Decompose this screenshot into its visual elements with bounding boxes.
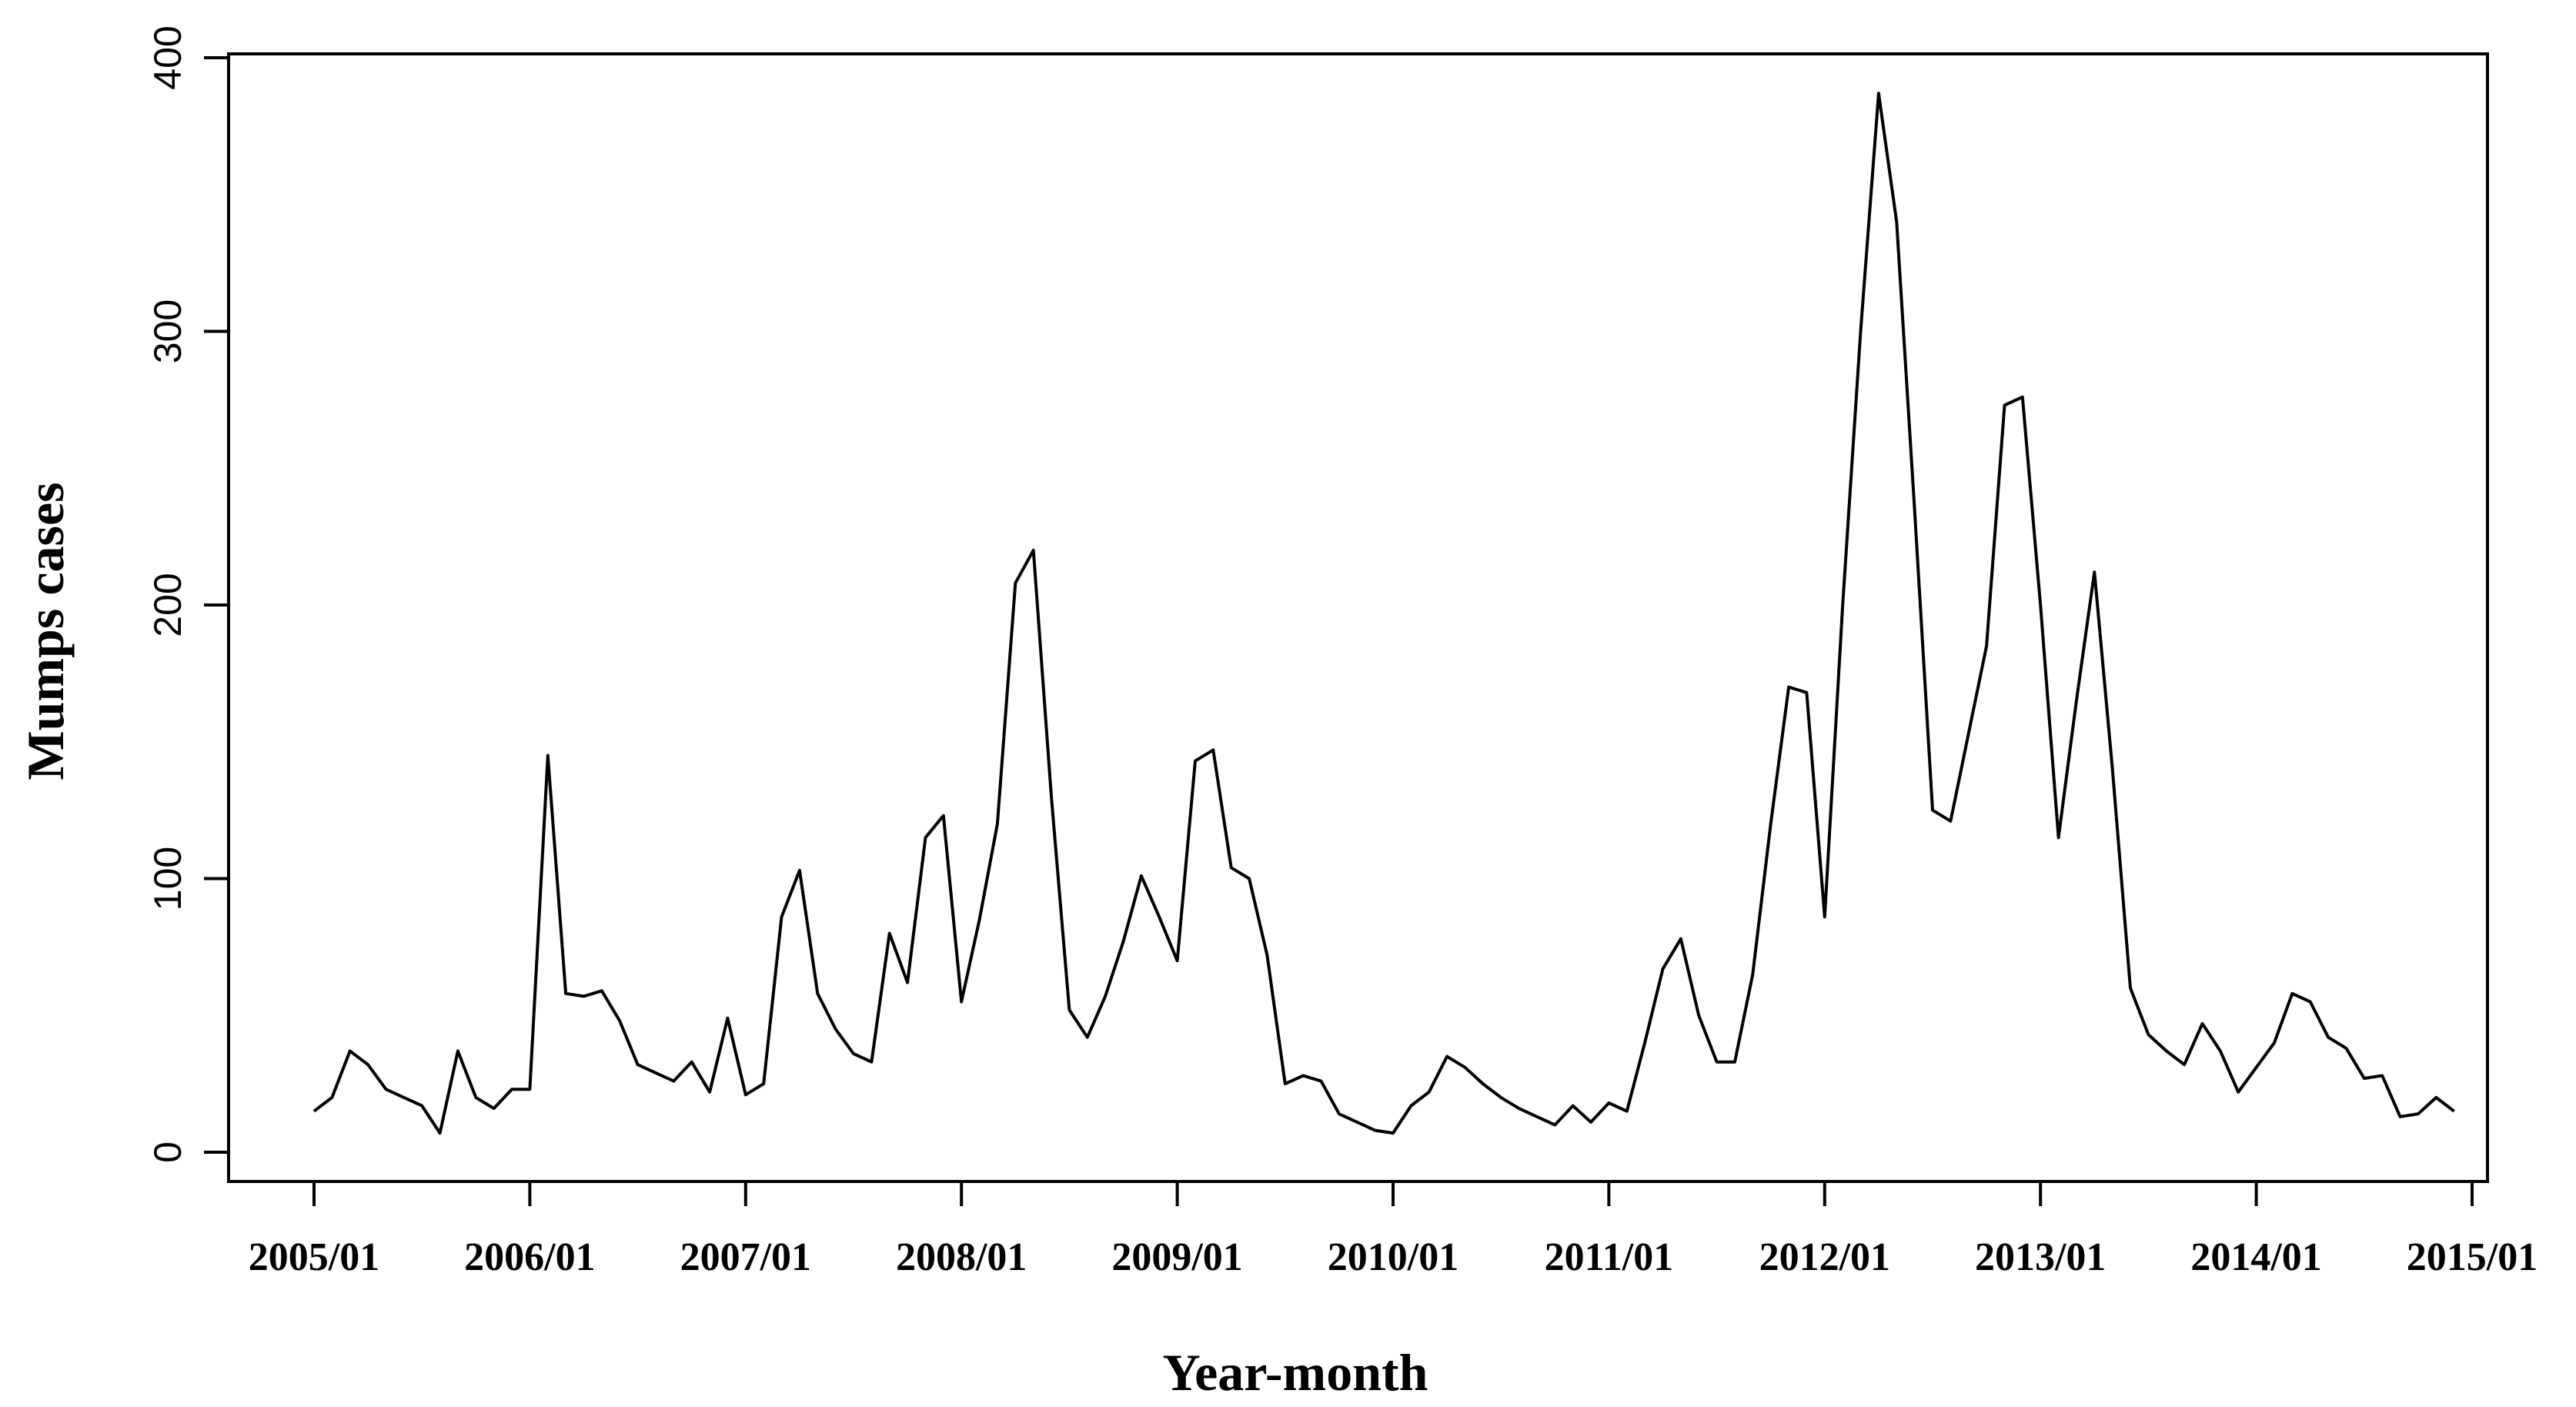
y-tick-label: 200 <box>146 573 189 637</box>
x-tick-label: 2010/01 <box>1328 1235 1458 1279</box>
x-tick-label: 2007/01 <box>680 1235 811 1279</box>
x-tick-label: 2005/01 <box>249 1235 379 1279</box>
x-tick-label: 2012/01 <box>1759 1235 1890 1279</box>
x-tick-label: 2014/01 <box>2190 1235 2321 1279</box>
y-axis-title: Mumps cases <box>16 482 75 780</box>
y-tick-label: 400 <box>146 25 189 89</box>
data-points <box>312 91 2457 1135</box>
y-axis: 0 100 200 300 400 <box>146 25 230 1163</box>
plot-frame <box>227 52 2489 1183</box>
y-tick-label: 100 <box>146 847 189 911</box>
x-tick-label: 2013/01 <box>1975 1235 2106 1279</box>
x-tick-label: 2009/01 <box>1111 1235 1242 1279</box>
y-tick-label: 0 <box>146 1141 189 1163</box>
x-tick-label: 2015/01 <box>2407 1235 2538 1279</box>
x-tick-label: 2011/01 <box>1545 1235 1674 1279</box>
x-axis-title: Year-month <box>1163 1343 1428 1402</box>
series-line <box>312 92 2455 1135</box>
x-tick-label: 2006/01 <box>464 1235 595 1279</box>
x-tick-label: 2008/01 <box>896 1235 1027 1279</box>
x-axis: 2005/01 2006/01 2007/01 2008/01 2009/01 2010/… <box>249 1181 2538 1279</box>
y-tick-label: 300 <box>146 299 189 363</box>
